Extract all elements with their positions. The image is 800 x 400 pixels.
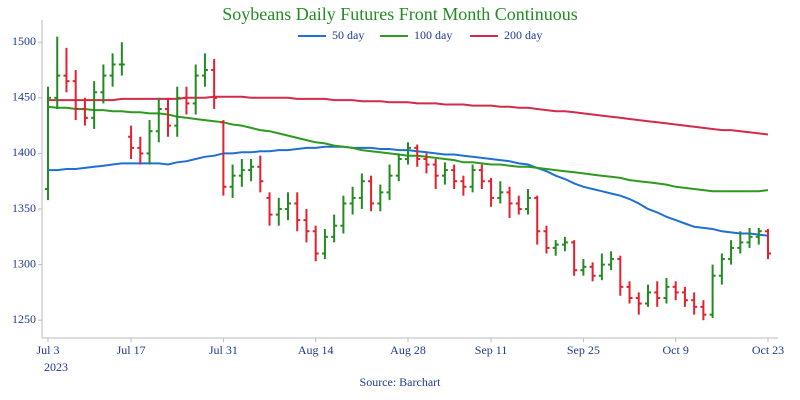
- x-tick-label: Aug 28: [390, 343, 426, 357]
- x-tick-label: Aug 14: [298, 343, 334, 357]
- moving-average-line: [48, 95, 769, 136]
- x-tick-label: Jul 3: [36, 343, 59, 357]
- legend-label: 50 day: [332, 28, 364, 42]
- y-tick-label: 1450: [12, 90, 36, 104]
- x-tick-label: Sep 11: [475, 343, 508, 357]
- x-tick-label: Jul 17: [117, 343, 146, 357]
- y-tick-label: 1400: [12, 145, 36, 159]
- legend-label: 200 day: [504, 28, 542, 42]
- y-tick-label: 1500: [12, 34, 36, 48]
- y-tick-label: 1250: [12, 312, 36, 326]
- x-tick-label: Oct 9: [663, 343, 689, 357]
- chart-title: Soybeans Daily Futures Front Month Conti…: [222, 4, 578, 24]
- legend-label: 100 day: [414, 28, 452, 42]
- x-tick-label: Oct 23: [752, 343, 784, 357]
- x-year-label: 2023: [44, 360, 68, 374]
- x-tick-label: Jul 31: [209, 343, 238, 357]
- x-tick-label: Sep 25: [567, 343, 600, 357]
- y-tick-label: 1350: [12, 201, 36, 215]
- y-tick-label: 1300: [12, 256, 36, 270]
- source: Source: Barchart: [360, 375, 442, 389]
